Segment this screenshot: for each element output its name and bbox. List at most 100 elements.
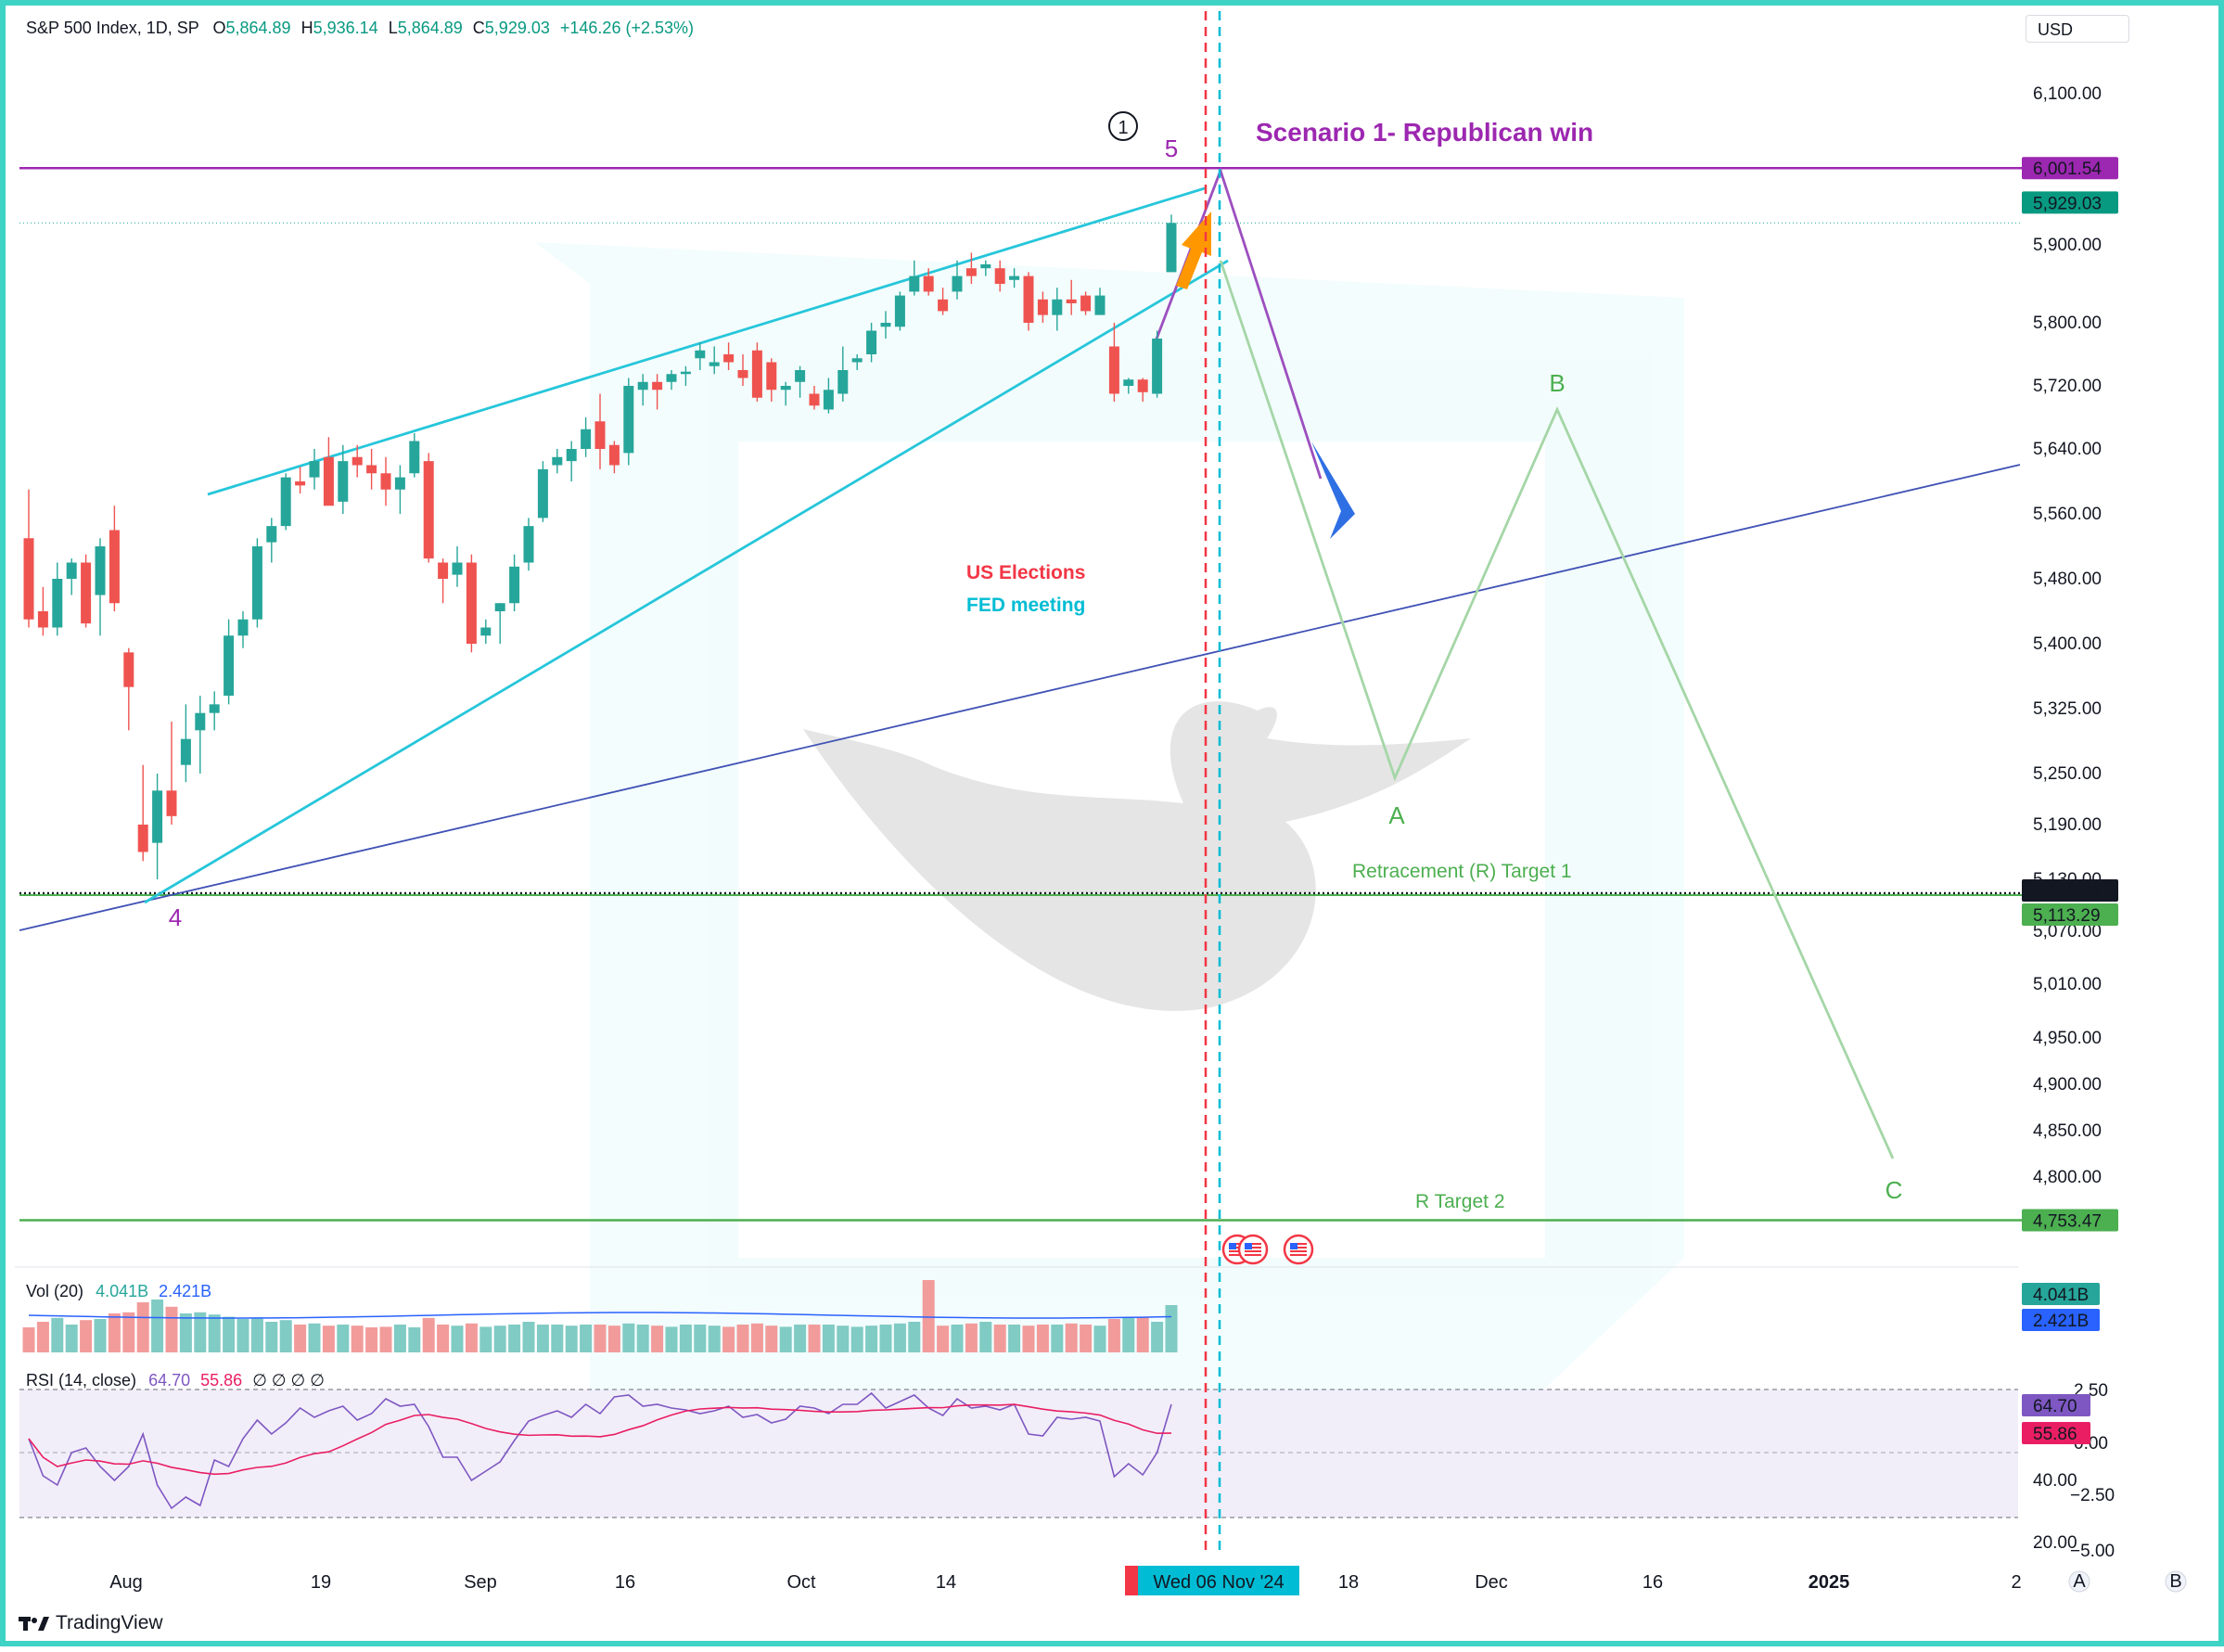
volume-bar[interactable] bbox=[594, 1325, 607, 1352]
candle[interactable] bbox=[209, 691, 220, 731]
volume-bar[interactable] bbox=[122, 1312, 135, 1352]
volume-bar[interactable] bbox=[422, 1317, 435, 1352]
candle[interactable] bbox=[952, 260, 963, 300]
volume-bar[interactable] bbox=[294, 1325, 307, 1352]
volume-bar[interactable] bbox=[36, 1322, 49, 1352]
candle[interactable] bbox=[466, 554, 477, 653]
candle[interactable] bbox=[723, 342, 735, 370]
candle[interactable] bbox=[594, 393, 606, 469]
price-badge-crosshair[interactable] bbox=[2022, 879, 2118, 902]
candle[interactable] bbox=[809, 386, 820, 410]
candle[interactable] bbox=[737, 354, 748, 386]
candle[interactable] bbox=[795, 365, 806, 398]
volume-bar[interactable] bbox=[565, 1325, 578, 1352]
rsi-ma-badge[interactable] bbox=[2022, 1422, 2090, 1444]
volume-bar[interactable] bbox=[736, 1325, 749, 1352]
volume-bar[interactable] bbox=[51, 1317, 64, 1352]
candle[interactable] bbox=[608, 441, 620, 474]
volume-badge[interactable] bbox=[2022, 1283, 2100, 1305]
price-badge-retracement[interactable] bbox=[2022, 903, 2118, 926]
price-badge-r-target-2[interactable] bbox=[2022, 1209, 2118, 1232]
candle[interactable] bbox=[409, 433, 420, 478]
candle[interactable] bbox=[1166, 214, 1177, 273]
candle[interactable] bbox=[123, 647, 134, 731]
candle[interactable] bbox=[66, 558, 77, 595]
symbol-title[interactable]: S&P 500 Index, 1D, SP bbox=[26, 19, 199, 37]
volume-bar[interactable] bbox=[365, 1327, 378, 1352]
volume-bar[interactable] bbox=[465, 1323, 478, 1352]
volume-bar[interactable] bbox=[708, 1325, 721, 1352]
scale-button-B[interactable] bbox=[2165, 1570, 2187, 1593]
candle[interactable] bbox=[423, 453, 434, 563]
candle[interactable] bbox=[1066, 279, 1077, 315]
volume-bar[interactable] bbox=[1051, 1325, 1064, 1352]
candle[interactable] bbox=[95, 538, 106, 636]
candle[interactable] bbox=[1152, 330, 1163, 398]
volume-bar[interactable] bbox=[822, 1325, 835, 1352]
volume-bar[interactable] bbox=[451, 1325, 464, 1352]
candle[interactable] bbox=[1009, 268, 1020, 288]
volume-ma-badge[interactable] bbox=[2022, 1309, 2100, 1331]
volume-bar[interactable] bbox=[893, 1323, 906, 1352]
volume-bar[interactable] bbox=[408, 1327, 421, 1352]
currency-selector[interactable]: USD bbox=[2026, 15, 2129, 43]
candle[interactable] bbox=[351, 444, 363, 478]
candle[interactable] bbox=[537, 461, 548, 522]
candle[interactable] bbox=[266, 518, 277, 563]
volume-bar[interactable] bbox=[651, 1325, 664, 1352]
volume-bar[interactable] bbox=[937, 1325, 950, 1352]
wedge-lower-line[interactable] bbox=[144, 259, 1229, 904]
volume-bar[interactable] bbox=[208, 1314, 221, 1352]
candle[interactable] bbox=[623, 378, 634, 466]
chart-canvas[interactable]: 6,100.00 5,900.00 5,800.00 5,720.00 5,640.00… bbox=[6, 6, 2224, 1652]
volume-bar[interactable] bbox=[551, 1325, 564, 1352]
volume-bar[interactable] bbox=[908, 1322, 921, 1352]
volume-bar[interactable] bbox=[379, 1326, 392, 1352]
candle[interactable] bbox=[394, 465, 405, 515]
candle[interactable] bbox=[137, 764, 148, 862]
volume-bar[interactable] bbox=[1136, 1316, 1149, 1352]
volume-bar[interactable] bbox=[1022, 1325, 1035, 1352]
volume-bar[interactable] bbox=[1151, 1322, 1164, 1352]
candle[interactable] bbox=[494, 603, 505, 644]
volume-bar[interactable] bbox=[279, 1320, 292, 1352]
volume-bar[interactable] bbox=[165, 1306, 178, 1352]
candle[interactable] bbox=[880, 311, 891, 339]
volume-bar[interactable] bbox=[636, 1325, 649, 1352]
candle[interactable] bbox=[109, 506, 120, 611]
candle[interactable] bbox=[780, 381, 791, 406]
volume-bar[interactable] bbox=[151, 1300, 164, 1352]
candle[interactable] bbox=[323, 437, 334, 506]
volume-bar[interactable] bbox=[1036, 1325, 1049, 1352]
candle[interactable] bbox=[1037, 291, 1048, 323]
volume-bar[interactable] bbox=[308, 1323, 321, 1352]
candle[interactable] bbox=[823, 378, 834, 414]
volume-bar[interactable] bbox=[80, 1320, 93, 1352]
candle[interactable] bbox=[1108, 323, 1119, 402]
candle[interactable] bbox=[851, 354, 863, 370]
volume-bar[interactable] bbox=[179, 1313, 192, 1352]
volume-bar[interactable] bbox=[965, 1323, 978, 1352]
volume-bar[interactable] bbox=[865, 1325, 878, 1352]
volume-bar[interactable] bbox=[250, 1317, 263, 1352]
volume-bar[interactable] bbox=[951, 1325, 964, 1352]
candle[interactable] bbox=[166, 722, 177, 825]
volume-title[interactable]: Vol (20) bbox=[26, 1282, 84, 1300]
candle[interactable] bbox=[552, 449, 563, 474]
volume-bar[interactable] bbox=[136, 1302, 149, 1352]
wedge-upper-line[interactable] bbox=[207, 186, 1206, 496]
volume-bar[interactable] bbox=[922, 1280, 935, 1352]
volume-bar[interactable] bbox=[722, 1326, 735, 1352]
candle[interactable] bbox=[938, 288, 949, 315]
candle[interactable] bbox=[180, 704, 191, 783]
volume-bar[interactable] bbox=[779, 1326, 792, 1352]
candle[interactable] bbox=[280, 473, 291, 531]
tradingview-logo[interactable]: TradingView bbox=[19, 1612, 163, 1634]
volume-bar[interactable] bbox=[65, 1325, 78, 1352]
candle[interactable] bbox=[695, 342, 706, 370]
volume-bar[interactable] bbox=[437, 1325, 450, 1352]
candle[interactable] bbox=[680, 365, 691, 386]
volume-bar[interactable] bbox=[22, 1327, 35, 1352]
candle[interactable] bbox=[652, 374, 663, 410]
us-flag-icon[interactable] bbox=[1283, 1234, 1314, 1265]
